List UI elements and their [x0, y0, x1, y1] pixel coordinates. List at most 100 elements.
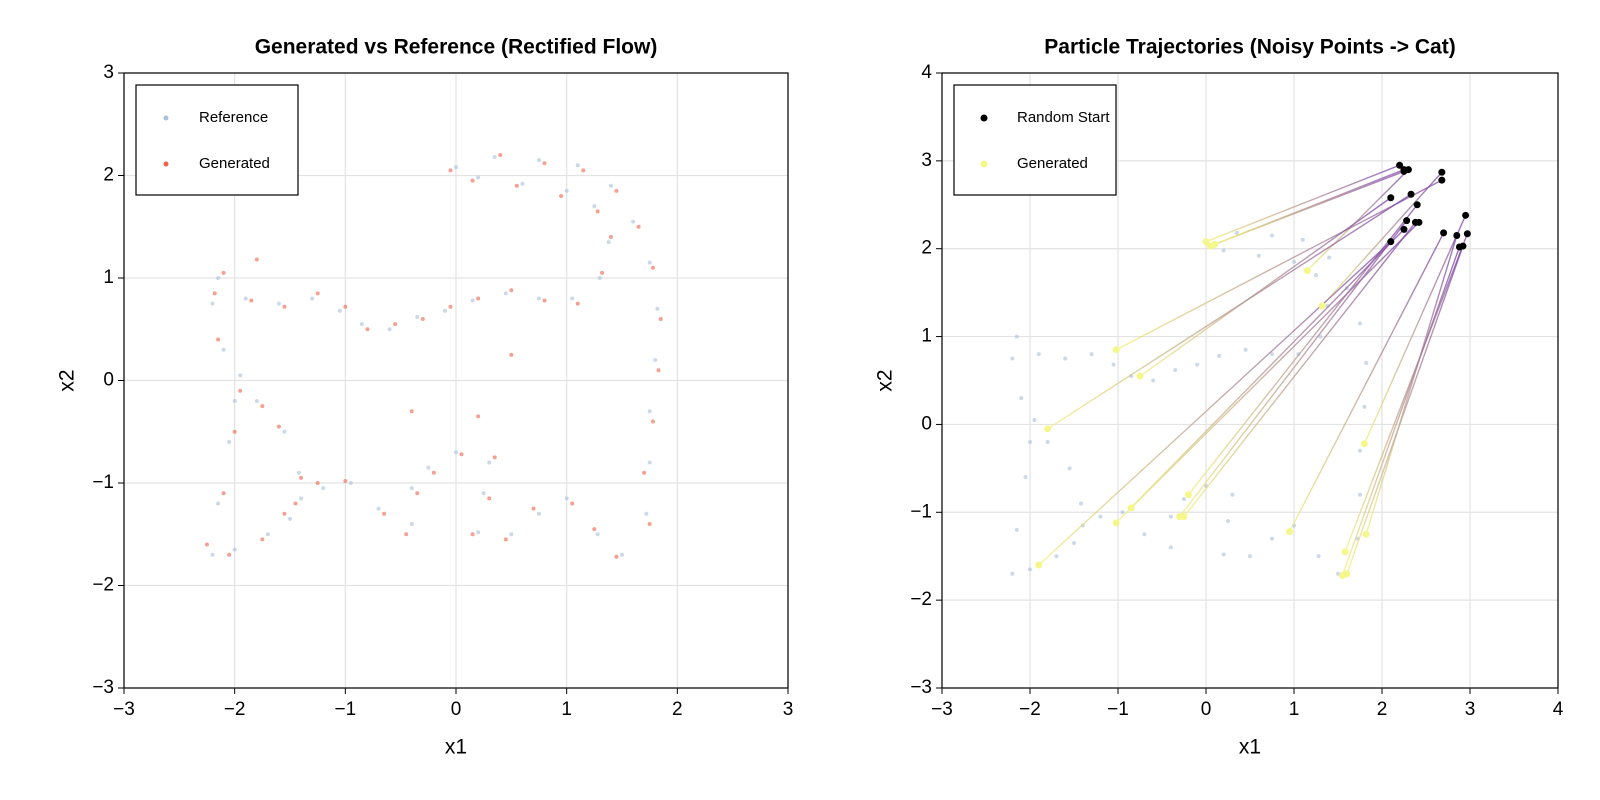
point [232, 399, 237, 403]
x-tick-label: 0 [1201, 699, 1212, 720]
point [1151, 378, 1156, 383]
point [1221, 552, 1226, 557]
point [221, 491, 226, 496]
point [476, 296, 481, 301]
point [1314, 273, 1318, 278]
point [647, 260, 652, 265]
point [1226, 519, 1230, 524]
trajectory [1288, 232, 1445, 532]
point [409, 486, 414, 491]
point [265, 532, 270, 537]
point [564, 496, 569, 501]
point [1318, 334, 1323, 339]
trajectory [1115, 179, 1443, 351]
point [476, 414, 481, 419]
point [1463, 230, 1471, 238]
point [249, 298, 254, 303]
point [1316, 554, 1321, 559]
point [509, 532, 514, 537]
y-tick-label: 1 [103, 267, 114, 288]
trajectory [1130, 221, 1420, 509]
point [606, 240, 611, 245]
y-tick-label: 2 [921, 238, 932, 259]
point [1184, 491, 1192, 499]
point [570, 296, 575, 301]
point [650, 265, 655, 270]
point [1023, 475, 1028, 480]
point [647, 522, 652, 526]
x-tick-label: 2 [672, 699, 683, 720]
point [1341, 548, 1349, 556]
point [454, 450, 458, 455]
point [299, 475, 304, 480]
point [227, 552, 232, 557]
x-tick-label: −1 [334, 699, 356, 720]
point [1054, 554, 1059, 559]
point [1407, 190, 1415, 198]
panel: −3 −2 −1 0 1 2 3 −3 −2 −1 0 1 2 3 Generated vs Referen… [56, 36, 794, 759]
point [448, 304, 453, 309]
point [382, 511, 387, 516]
y-tick-label: −3 [92, 677, 114, 698]
plot-area [1010, 161, 1471, 580]
point [575, 301, 580, 306]
point [1182, 497, 1186, 502]
point [1362, 530, 1370, 538]
point [597, 276, 602, 280]
x-tick-label: 1 [561, 699, 572, 720]
point [542, 161, 547, 166]
point [592, 204, 597, 209]
point [348, 481, 353, 485]
point [431, 470, 436, 475]
point [658, 317, 663, 321]
point [1327, 255, 1332, 260]
point [293, 501, 298, 506]
point [592, 527, 597, 532]
point [1035, 561, 1043, 569]
point [387, 327, 392, 332]
point [420, 317, 425, 321]
y-tick-label: 0 [103, 370, 114, 391]
point [1303, 267, 1311, 275]
point [288, 516, 292, 521]
point [1032, 418, 1037, 423]
point [1180, 513, 1188, 521]
point [415, 314, 420, 319]
x-tick-label: −2 [1019, 699, 1041, 720]
point [653, 358, 658, 362]
point [276, 424, 281, 429]
point [1234, 230, 1239, 235]
point [238, 388, 243, 393]
point [1415, 218, 1423, 226]
x-axis-label: x1 [445, 736, 467, 759]
point [647, 409, 652, 414]
legend-marker [163, 115, 169, 121]
point [1127, 504, 1135, 512]
point [310, 296, 315, 301]
point [1270, 352, 1274, 357]
point [1112, 346, 1120, 354]
point [296, 470, 301, 475]
point [1270, 233, 1274, 238]
point [1067, 466, 1072, 471]
point [608, 235, 613, 239]
point [520, 181, 525, 186]
point [1243, 347, 1248, 352]
point [1438, 168, 1446, 176]
legend-box [953, 84, 1117, 196]
point [1010, 356, 1015, 361]
point [1202, 238, 1210, 246]
point [254, 257, 259, 262]
x-tick-label: 2 [1377, 699, 1388, 720]
point [260, 404, 265, 409]
point [1396, 161, 1404, 169]
x-tick-label: −3 [931, 699, 953, 720]
legend-label: Generated [1017, 155, 1088, 172]
trajectory [1179, 220, 1408, 518]
point [1462, 211, 1470, 219]
point [1120, 510, 1125, 515]
point [409, 409, 414, 414]
point [481, 491, 486, 496]
y-tick-label: 3 [921, 150, 932, 171]
point [476, 530, 481, 535]
